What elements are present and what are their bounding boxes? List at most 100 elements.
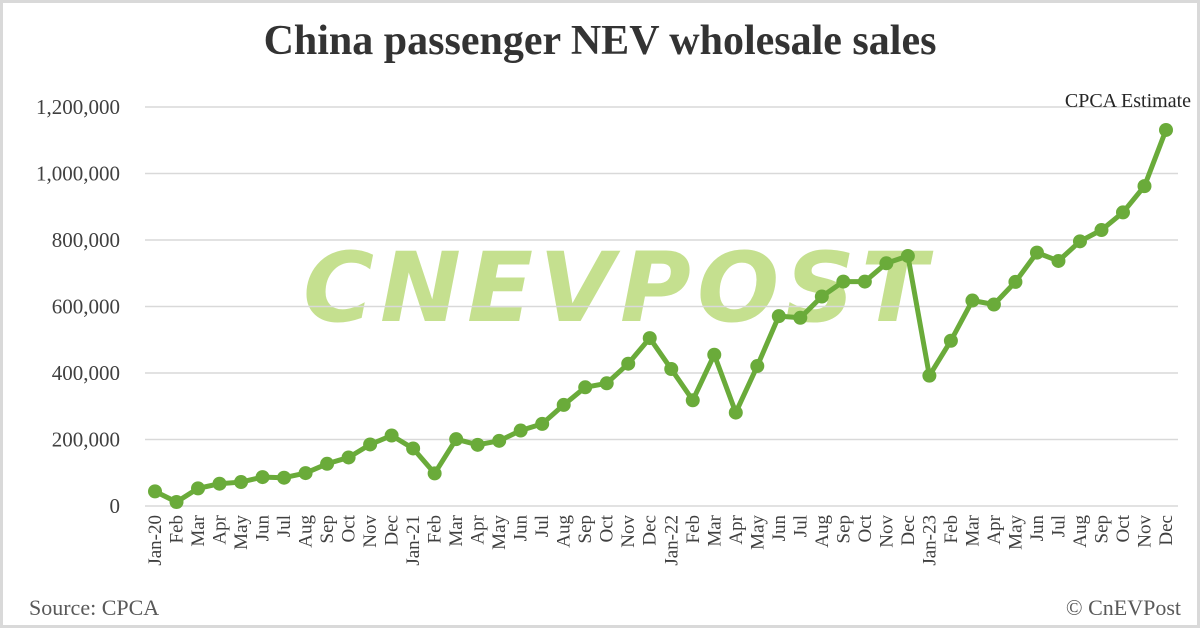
data-point (427, 466, 442, 481)
data-point (1072, 234, 1087, 249)
x-tick-label: Sep (317, 515, 338, 544)
x-tick-label: Mar (446, 514, 467, 546)
x-tick-label: Feb (941, 515, 962, 544)
x-tick-label: Feb (167, 515, 188, 544)
copyright-credit: © CnEVPost (1065, 595, 1181, 620)
y-tick-label: 600,000 (52, 295, 120, 319)
x-tick-label: Jul (1048, 515, 1069, 537)
data-point (384, 428, 399, 443)
x-tick-label: Feb (425, 515, 446, 544)
data-point (879, 256, 894, 271)
x-tick-label: Dec (640, 515, 661, 546)
x-tick-label: Sep (1091, 515, 1112, 544)
y-tick-label: 200,000 (52, 428, 120, 452)
y-tick-label: 1,200,000 (36, 95, 120, 119)
data-point (685, 393, 700, 408)
data-point (449, 432, 464, 447)
data-point (363, 437, 378, 452)
data-point (320, 456, 335, 471)
data-point (513, 423, 528, 438)
x-tick-label: Nov (360, 515, 381, 548)
x-tick-label: Oct (339, 514, 360, 542)
x-tick-label: Jan-20 (145, 515, 166, 566)
data-point (1051, 253, 1066, 268)
x-tick-label: Jun (769, 515, 790, 542)
data-point (664, 362, 679, 377)
x-tick-label: Jan-22 (661, 515, 682, 566)
data-point (234, 475, 249, 490)
x-tick-label: Dec (1156, 515, 1177, 546)
cpca-estimate-label: CPCA Estimate (1065, 90, 1191, 112)
x-tick-label: May (747, 515, 768, 550)
y-axis-labels: 0 200,000 400,000 600,000 800,000 1,000,000 1,… (36, 95, 120, 518)
x-tick-label: Aug (296, 515, 317, 548)
watermark-text: CNEVPOST (303, 232, 934, 344)
data-point (621, 356, 636, 371)
watermark-logo: CNEVPOST (303, 232, 934, 344)
data-point (212, 476, 227, 491)
data-point (965, 293, 980, 308)
data-point (1008, 274, 1023, 289)
x-tick-label: May (231, 515, 252, 550)
x-tick-label: Jul (790, 515, 811, 537)
y-tick-label: 800,000 (52, 228, 120, 252)
y-tick-label: 0 (110, 494, 121, 518)
x-tick-label: Feb (683, 515, 704, 544)
x-tick-label: Oct (855, 514, 876, 542)
data-point (1115, 205, 1130, 220)
x-tick-label: Aug (812, 515, 833, 548)
data-point (793, 310, 808, 325)
x-tick-label: Jun (253, 515, 274, 542)
x-tick-label: Nov (1134, 515, 1155, 548)
data-point (148, 484, 162, 499)
data-point (578, 380, 593, 395)
data-point (255, 470, 270, 485)
data-point (191, 481, 206, 496)
data-point (943, 333, 958, 348)
x-tick-label: Nov (618, 515, 639, 548)
x-tick-label: Mar (704, 514, 725, 546)
x-axis-labels: Jan-20 Feb Mar Apr May Jun Jul Aug Sep Oct Nov Dec J… (145, 514, 1177, 565)
data-point (341, 450, 356, 465)
data-point (857, 274, 872, 289)
x-tick-label: Dec (382, 515, 403, 546)
gridlines (145, 106, 1178, 507)
x-tick-label: Jan-23 (919, 515, 940, 566)
x-tick-label: Sep (833, 515, 854, 544)
x-tick-label: Mar (962, 514, 983, 546)
x-tick-label: Aug (1070, 515, 1091, 548)
data-point (642, 331, 657, 346)
data-point (556, 397, 571, 412)
x-tick-label: Jan-21 (403, 515, 424, 566)
x-tick-label: Jul (532, 515, 553, 537)
data-series (148, 122, 1173, 510)
x-tick-label: Jun (1027, 515, 1048, 542)
x-tick-label: Apr (210, 514, 231, 544)
data-point (1094, 223, 1109, 238)
x-tick-label: May (489, 515, 510, 550)
chart-title: China passenger NEV wholesale sales (263, 18, 937, 64)
data-point (1029, 245, 1044, 260)
data-point (492, 433, 507, 448)
x-tick-label: May (1005, 515, 1026, 550)
data-point (750, 359, 765, 374)
x-tick-label: Apr (984, 514, 1005, 544)
x-tick-label: Nov (876, 515, 897, 548)
data-point (599, 376, 614, 391)
data-point (814, 289, 829, 304)
data-point (535, 416, 550, 431)
source-note: Source: CPCA (29, 595, 160, 620)
x-tick-label: Oct (597, 514, 618, 542)
data-point (771, 309, 786, 324)
x-tick-label: Oct (1113, 514, 1134, 542)
x-tick-label: Apr (468, 514, 489, 544)
x-tick-label: Jun (511, 515, 532, 542)
annotation: CPCA Estimate (1065, 90, 1191, 112)
data-point (900, 248, 915, 263)
data-point (836, 274, 851, 289)
data-point (470, 437, 485, 452)
x-tick-label: Sep (575, 515, 596, 544)
data-point (169, 495, 184, 510)
data-point (707, 347, 722, 362)
